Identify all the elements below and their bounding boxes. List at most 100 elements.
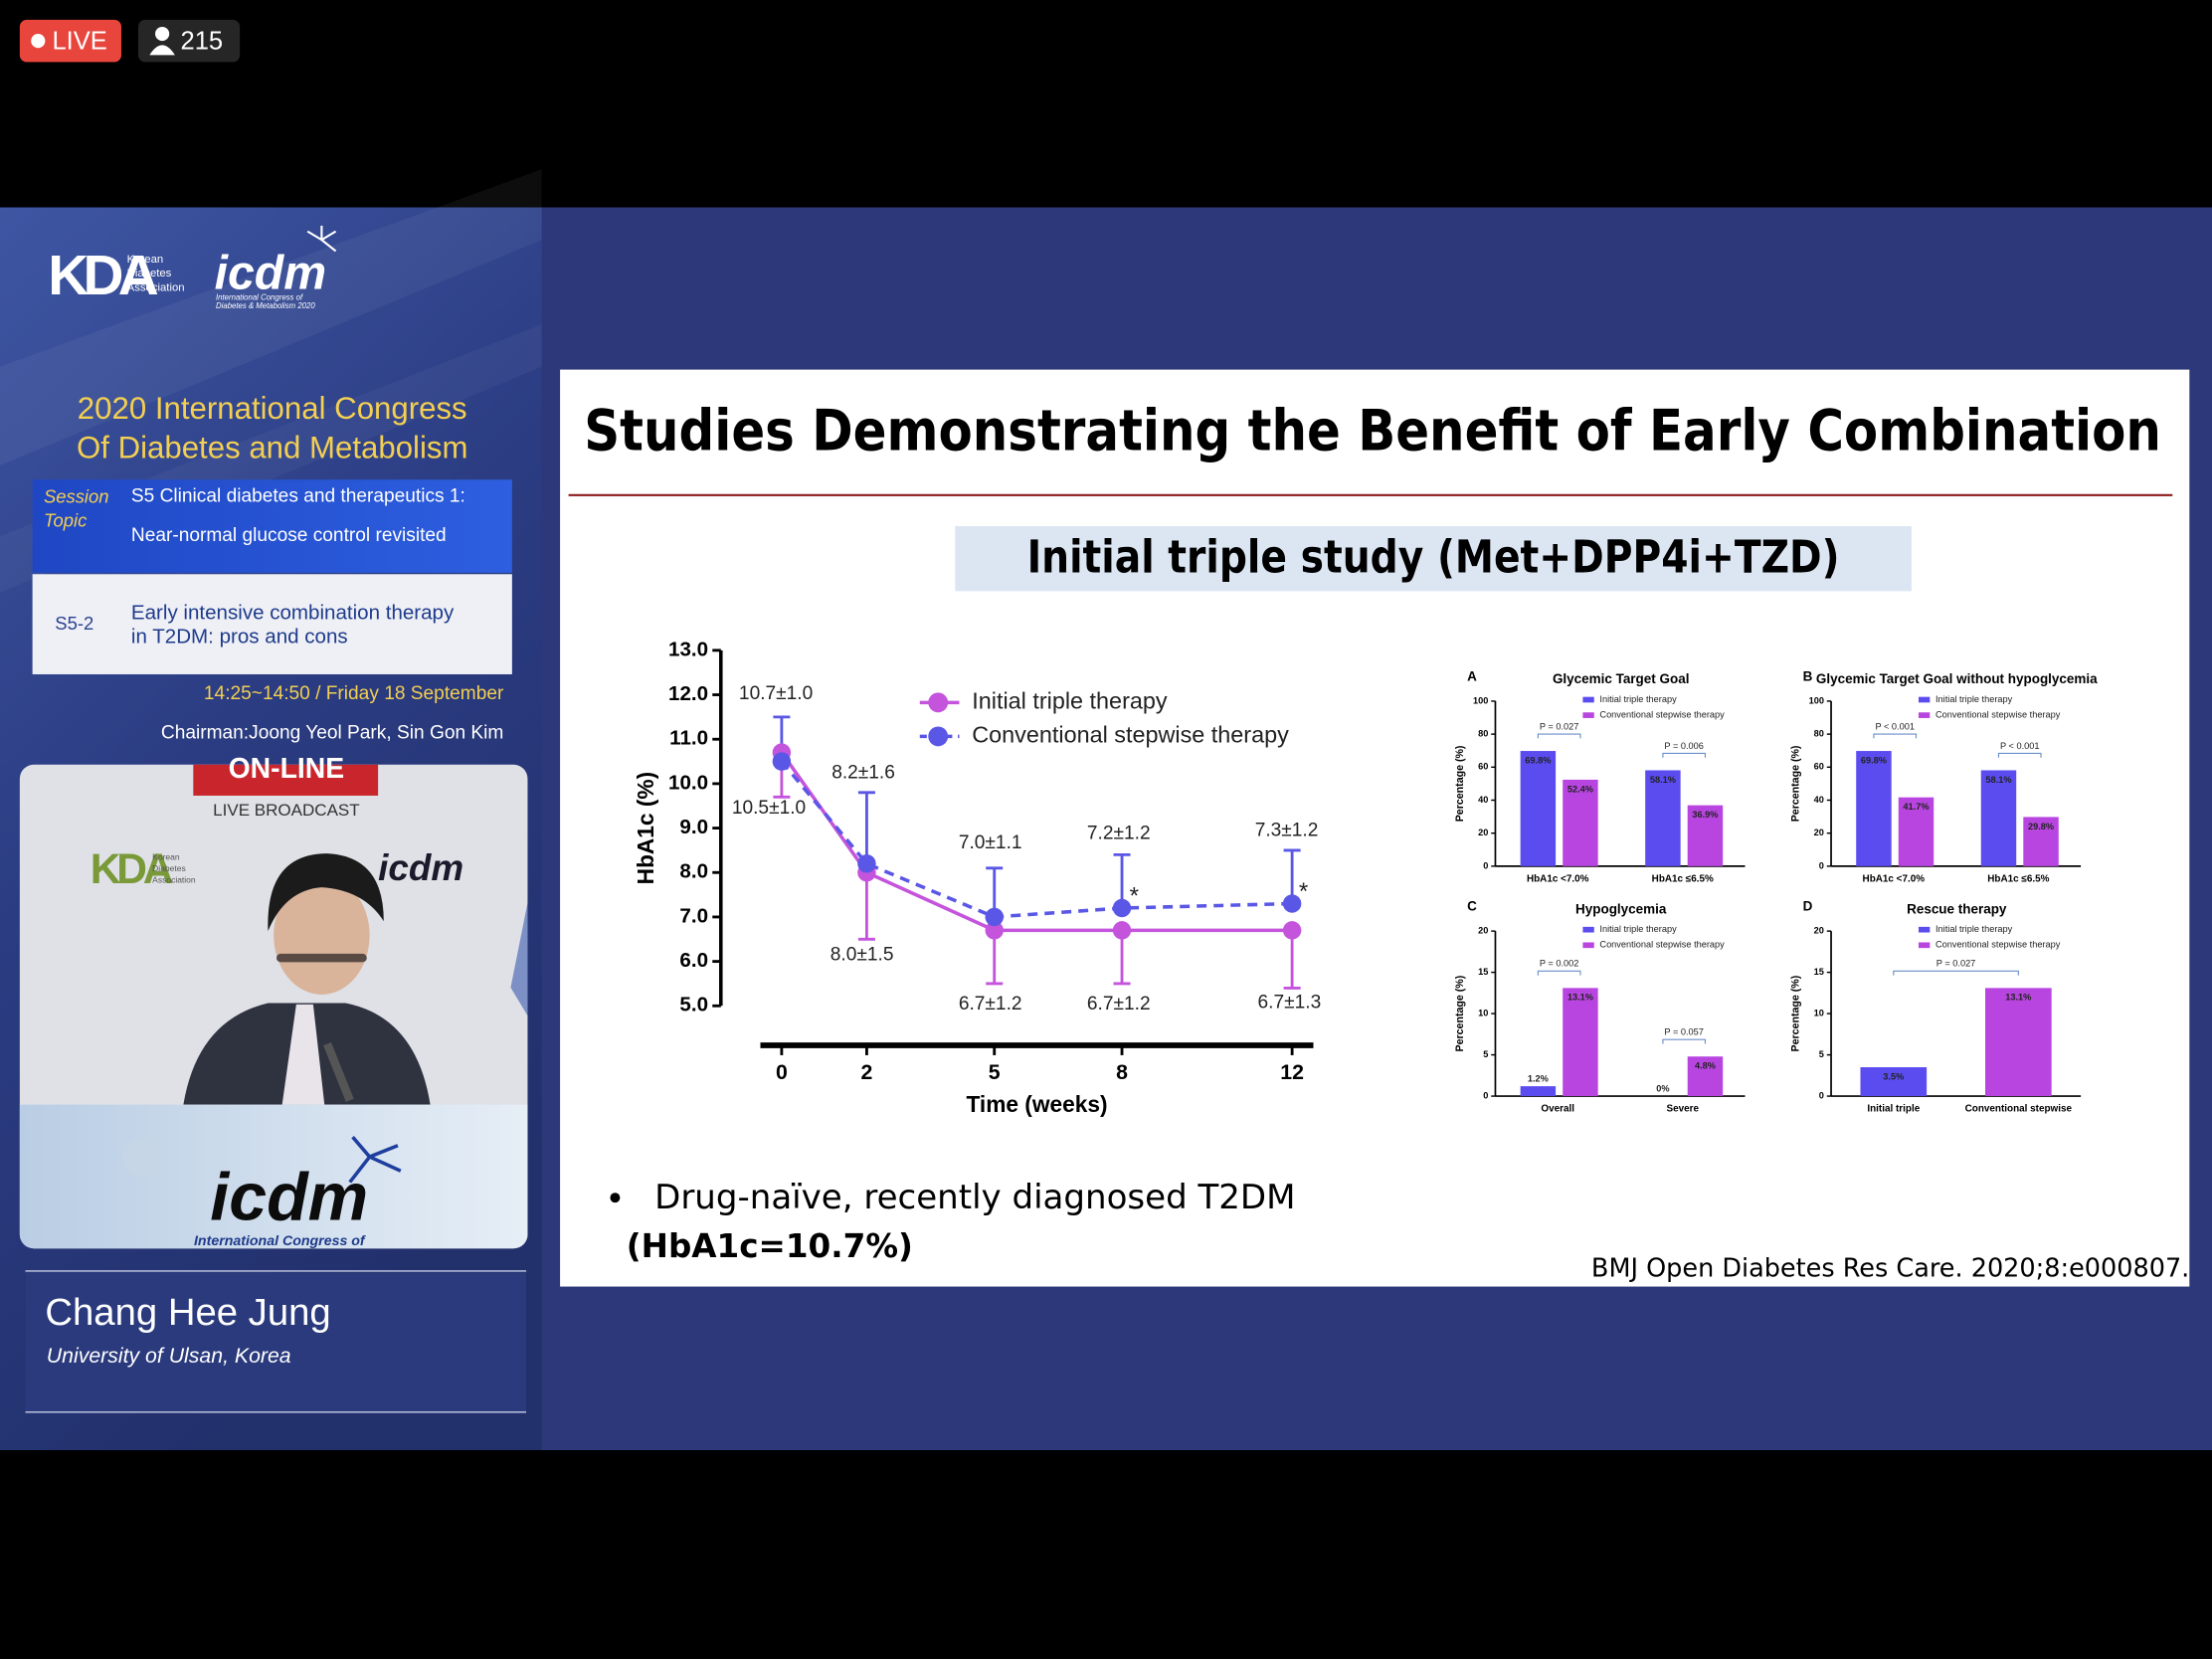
- session-box: [32, 479, 512, 573]
- bar: [1687, 1056, 1724, 1097]
- y-tick-label: 13.0: [668, 638, 708, 660]
- y-tick-label: 80: [1814, 729, 1824, 739]
- data-label: 6.7±1.2: [959, 994, 1022, 1014]
- y-tick-label: 0: [1819, 1091, 1824, 1101]
- kda-logo: KDA: [48, 245, 158, 307]
- y-axis-label: Percentage (%): [1789, 975, 1801, 1051]
- legend-label: Conventional stepwise therapy: [1599, 940, 1725, 950]
- legend-label: Conventional stepwise therapy: [1936, 940, 2061, 950]
- y-tick-label: 100: [1473, 695, 1488, 705]
- bar: [1520, 751, 1557, 866]
- y-tick-label: 20: [1478, 828, 1488, 837]
- y-tick-label: 12.0: [668, 682, 708, 705]
- y-tick-label: 8.0: [679, 860, 708, 883]
- p-bracket: [1873, 733, 1918, 739]
- speaker-video: ON-LINE LIVE BROADCAST KDA Korean Diabet…: [19, 753, 528, 1249]
- y-tick-label: 9.0: [679, 816, 708, 838]
- legend-label: Initial triple therapy: [1599, 924, 1677, 934]
- data-label: 13.1%: [1567, 993, 1593, 1003]
- viewer-icon: [149, 45, 175, 56]
- video-kda-name: Association: [152, 874, 196, 884]
- p-value: P = 0.002: [1540, 959, 1578, 969]
- speaker-shirt: [281, 1004, 325, 1105]
- video-sign-text: ON-LINE: [229, 753, 345, 785]
- panel-letter: A: [1467, 668, 1477, 683]
- banner-dot: [122, 1137, 163, 1177]
- bar: [1856, 751, 1892, 866]
- slide-charts: 5.0 6.0 7.0 8.0 9.0 10.0 11.0 12.0 13.0 0 2 5 8 12 Tim…: [633, 638, 2098, 1117]
- data-label: 69.8%: [1525, 755, 1551, 765]
- session-text: S5 Clinical diabetes and therapeutics 1:: [131, 485, 465, 506]
- legend-label: Conventional stepwise therapy: [1936, 710, 2061, 720]
- speaker-box: [25, 1272, 527, 1412]
- y-tick-label: 10: [1814, 1009, 1824, 1018]
- y-axis-label: Percentage (%): [1789, 745, 1801, 822]
- p-bracket: [1537, 970, 1581, 976]
- microphone: [323, 1042, 354, 1102]
- session-text: Near-normal glucose control revisited: [131, 525, 447, 546]
- x-tick-label: Conventional stepwise: [1965, 1103, 2073, 1114]
- data-point: [1112, 921, 1132, 940]
- p-value: P = 0.027: [1540, 721, 1578, 731]
- bar: [1520, 1086, 1557, 1097]
- y-axis-label: Percentage (%): [1454, 745, 1466, 822]
- data-point: [1282, 921, 1302, 940]
- bar: [1860, 1067, 1928, 1097]
- session-label: Topic: [44, 510, 87, 531]
- talk-box: [32, 574, 512, 674]
- panel-title: Hypoglycemia: [1575, 901, 1667, 916]
- p-bracket: [1662, 1038, 1707, 1044]
- icdm-logo: icdm: [215, 247, 327, 300]
- legend-swatch: [1918, 942, 1931, 949]
- legend-label: Initial triple therapy: [972, 688, 1168, 714]
- panel-title: Glycemic Target Goal without hypoglycemi…: [1816, 671, 2098, 686]
- data-label: 1.2%: [1528, 1073, 1549, 1083]
- legend-label: Initial triple therapy: [1936, 924, 2013, 934]
- y-tick-label: 5: [1483, 1049, 1488, 1059]
- data-label: 6.7±1.3: [1258, 993, 1322, 1014]
- live-dot: [31, 34, 46, 49]
- p-value: P = 0.006: [1664, 741, 1703, 751]
- y-tick-label: 0: [1483, 860, 1488, 870]
- banner-name: International Congress of: [194, 1233, 366, 1249]
- bullet-note: (HbA1c=10.7%): [627, 1227, 913, 1265]
- y-tick-label: 6.0: [679, 949, 708, 972]
- bar: [1980, 770, 2017, 866]
- data-label: 58.1%: [1650, 775, 1676, 785]
- y-tick-label: 10.0: [668, 771, 708, 794]
- p-value: P < 0.001: [1875, 721, 1915, 731]
- data-label: 8.2±1.6: [831, 762, 895, 783]
- y-tick-label: 80: [1478, 729, 1488, 739]
- video-kda-logo: KDA: [91, 845, 173, 893]
- speaker-face: [274, 875, 370, 995]
- speaker-hair: [268, 853, 384, 932]
- bullet-dot: [610, 1193, 621, 1203]
- banner-logo: icdm: [210, 1159, 368, 1234]
- speaker-affiliation: University of Ulsan, Korea: [47, 1344, 291, 1368]
- data-label: 7.2±1.2: [1087, 823, 1151, 843]
- banner-sparkle: [348, 1136, 402, 1184]
- p-bracket: [1893, 970, 2019, 976]
- data-label: 69.8%: [1861, 755, 1887, 765]
- x-tick-label: Overall: [1541, 1103, 1574, 1114]
- live-text: LIVE: [52, 27, 106, 55]
- legend-label: Conventional stepwise therapy: [1599, 710, 1725, 720]
- p-value: P < 0.001: [2000, 741, 2039, 751]
- x-tick-label: HbA1c ≤6.5%: [1987, 873, 2049, 884]
- kda-name: Association: [127, 281, 185, 293]
- viewer-count: 215: [181, 27, 224, 55]
- data-label: 7.3±1.2: [1255, 820, 1319, 840]
- y-tick-label: 0: [1819, 860, 1824, 870]
- bullet-text: Drug-naïve, recently diagnosed T2DM: [654, 1178, 1295, 1217]
- kda-name: Korean: [127, 254, 164, 266]
- video-icdm-logo: icdm: [378, 847, 463, 888]
- legend-swatch: [1582, 696, 1594, 703]
- data-label: 0%: [1656, 1083, 1669, 1093]
- stripe: [0, 169, 542, 466]
- panel-letter: D: [1803, 899, 1813, 914]
- bar: [1563, 988, 1598, 1097]
- annotation: *: [1299, 878, 1308, 905]
- data-point: [1282, 894, 1302, 913]
